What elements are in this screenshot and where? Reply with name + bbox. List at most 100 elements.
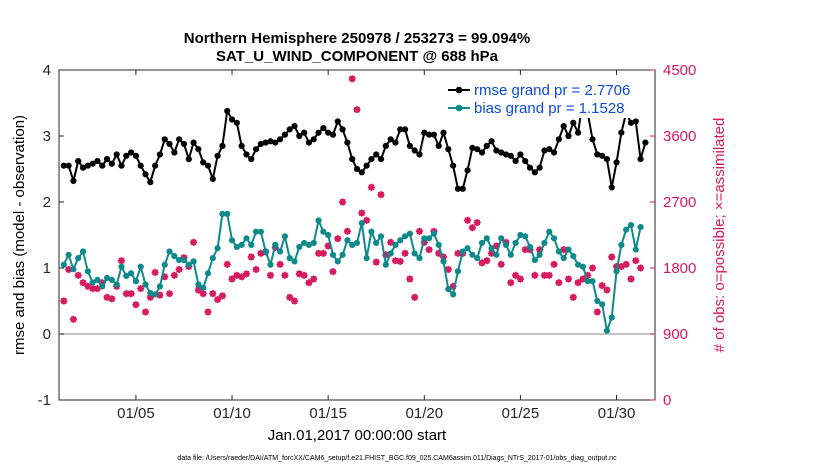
rmse-point xyxy=(469,144,476,151)
obs-assimilated-stroke xyxy=(152,269,159,276)
obs-assimilated-point xyxy=(372,258,380,266)
series-layer xyxy=(60,75,649,335)
rmse-point xyxy=(180,140,188,148)
rmse-point xyxy=(195,146,202,153)
obs-assimilated-stroke xyxy=(65,266,72,273)
bias-point xyxy=(377,233,385,240)
bias-point xyxy=(623,226,630,233)
rmse-point xyxy=(531,169,538,176)
obs-assimilated-point xyxy=(276,260,284,268)
bias-point xyxy=(152,291,159,298)
obs-assimilated-stroke xyxy=(387,239,394,246)
bias-point xyxy=(200,284,207,291)
bias-point xyxy=(99,283,106,290)
rmse-point xyxy=(310,136,317,143)
chart-subtitle: SAT_U_WIND_COMPONENT @ 688 hPa xyxy=(216,48,499,65)
rmse-point xyxy=(589,136,596,143)
bias-point xyxy=(488,245,495,252)
rmse-point xyxy=(363,162,370,169)
y2-axis-label: # of obs: o=possible; ×=assimilated xyxy=(711,118,728,353)
rmse-point xyxy=(594,151,601,158)
obs-assimilated-point xyxy=(507,279,515,287)
bias-point xyxy=(310,239,317,247)
rmse-point xyxy=(238,142,245,149)
obs-assimilated-stroke xyxy=(209,290,216,297)
rmse-point xyxy=(430,131,438,138)
bias-point xyxy=(459,248,466,255)
obs-assimilated-point xyxy=(636,264,645,272)
obs-assimilated-point xyxy=(343,227,351,235)
bias-point xyxy=(180,256,188,264)
obs-assimilated-point xyxy=(338,198,347,206)
obs-assimilated-point xyxy=(209,290,217,298)
x-tick-label: 01/20 xyxy=(406,405,444,422)
bias-point xyxy=(353,239,361,247)
bias-point xyxy=(171,253,178,260)
obs-assimilated-stroke xyxy=(315,250,322,257)
rmse-point xyxy=(209,175,216,182)
obs-assimilated-point xyxy=(555,279,563,287)
bias-point xyxy=(224,210,231,217)
x-tick-label: 01/15 xyxy=(309,405,347,422)
rmse-point xyxy=(99,162,106,169)
obs-assimilated-stroke xyxy=(171,272,178,279)
bias-point xyxy=(123,272,130,280)
obs-assimilated-stroke xyxy=(89,285,96,292)
bias-point xyxy=(536,251,543,258)
bias-point xyxy=(387,250,394,257)
obs-assimilated-stroke xyxy=(329,268,337,275)
bias-point xyxy=(137,263,144,270)
obs-assimilated-stroke xyxy=(267,272,274,279)
obs-assimilated-stroke xyxy=(632,257,639,264)
obs-assimilated-point xyxy=(550,260,558,268)
obs-assimilated-stroke xyxy=(252,266,260,273)
rmse-point xyxy=(435,142,442,149)
rmse-point xyxy=(387,136,394,143)
legend-bias-marker xyxy=(455,104,463,112)
bias-point xyxy=(305,241,313,248)
rmse-point xyxy=(522,157,529,165)
rmse-point xyxy=(320,124,327,132)
rmse-point xyxy=(132,152,140,159)
obs-assimilated-point xyxy=(545,271,553,279)
rmse-point xyxy=(498,149,505,156)
rmse-point xyxy=(94,157,101,165)
bias-point xyxy=(565,246,572,253)
rmse-point xyxy=(416,151,423,158)
bias-point xyxy=(257,228,264,235)
obs-assimilated-point xyxy=(598,282,606,290)
bias-point xyxy=(392,241,399,248)
rmse-point xyxy=(401,126,409,133)
rmse-point xyxy=(464,167,471,174)
obs-assimilated-point xyxy=(266,271,275,279)
bias-point xyxy=(618,241,625,248)
rmse-point xyxy=(454,185,462,192)
obs-assimilated-stroke xyxy=(565,275,572,283)
obs-assimilated-point xyxy=(238,273,246,281)
obs-assimilated-point xyxy=(132,301,140,309)
bias-point xyxy=(296,243,303,250)
rmse-point xyxy=(613,159,620,166)
bias-point xyxy=(233,243,240,250)
bias-point xyxy=(425,235,433,242)
y-axis-right: 0 900 1800 2700 3600 4500 xyxy=(650,62,696,409)
rmse-point xyxy=(123,152,130,159)
obs-assimilated-stroke xyxy=(128,290,135,297)
bias-point xyxy=(546,228,553,235)
obs-assimilated-stroke xyxy=(349,75,356,82)
obs-assimilated-point xyxy=(463,216,472,224)
rmse-point xyxy=(286,126,293,133)
legend: rmse grand pr = 2.7706 bias grand pr = 1… xyxy=(446,78,650,118)
rmse-point xyxy=(618,129,625,136)
bias-point xyxy=(113,281,120,288)
obs-assimilated-point xyxy=(175,265,183,274)
rmse-point xyxy=(161,136,168,143)
rmse-point xyxy=(281,131,289,138)
rmse-point xyxy=(219,142,226,149)
bias-point xyxy=(526,243,534,250)
bias-point xyxy=(349,241,356,248)
obs-assimilated-stroke xyxy=(401,250,409,257)
rmse-point xyxy=(565,132,572,140)
rmse-point xyxy=(546,146,553,153)
obs-assimilated-point xyxy=(127,290,135,298)
